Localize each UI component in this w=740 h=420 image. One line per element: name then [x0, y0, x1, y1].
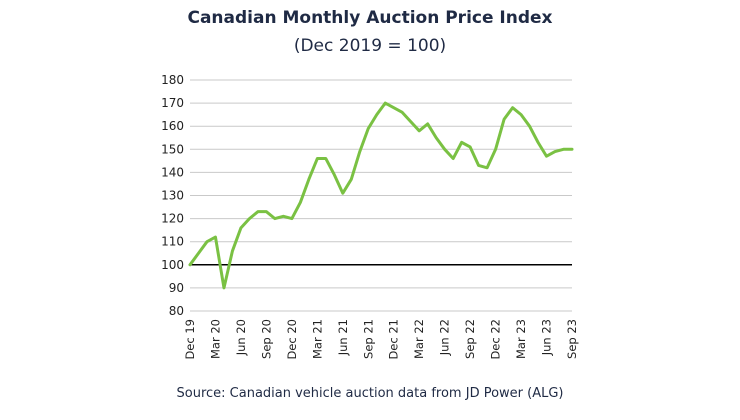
x-tick-label: Dec 19 — [183, 319, 197, 360]
chart-subtitle: (Dec 2019 = 100) — [293, 36, 447, 56]
y-tick-label: 150 — [161, 142, 184, 156]
y-tick-label: 80 — [169, 304, 184, 318]
x-tick-label: Jun 21 — [336, 319, 350, 356]
x-axis-ticks: Dec 19 Mar 20 Jun 20 Sep 20 Dec 20 Mar 21 Jun … — [183, 319, 579, 360]
series-layer — [188, 101, 574, 290]
chart-title: Canadian Monthly Auction Price Index — [187, 8, 553, 28]
x-tick-label: Jun 20 — [234, 319, 248, 356]
x-tick-label: Sep 21 — [361, 319, 375, 359]
y-axis-ticks: 80 90 100 110 120 130 140 150 160 170 180 — [161, 73, 184, 318]
x-tick-label: Sep 22 — [463, 319, 477, 359]
chart-source-note: Source: Canadian vehicle auction data fr… — [176, 386, 564, 401]
grid-lines — [190, 79, 572, 312]
y-tick-label: 100 — [161, 258, 184, 272]
x-tick-label: Jun 22 — [438, 319, 452, 356]
y-tick-label: 120 — [161, 212, 184, 226]
x-tick-label: Mar 21 — [310, 319, 324, 359]
x-tick-label: Dec 20 — [285, 319, 299, 360]
y-tick-label: 170 — [161, 96, 184, 110]
y-tick-label: 180 — [161, 73, 184, 87]
y-tick-label: 140 — [161, 165, 184, 179]
x-tick-label: Mar 23 — [514, 319, 528, 359]
y-tick-label: 90 — [169, 281, 184, 295]
x-tick-label: Mar 20 — [208, 319, 222, 359]
x-tick-label: Sep 23 — [565, 319, 579, 359]
series-line — [188, 101, 574, 290]
x-tick-label: Jun 23 — [540, 319, 554, 356]
y-tick-label: 110 — [161, 235, 184, 249]
y-tick-label: 130 — [161, 189, 184, 203]
y-tick-label: 160 — [161, 119, 184, 133]
x-tick-label: Sep 20 — [259, 319, 273, 359]
x-tick-label: Mar 22 — [412, 319, 426, 359]
x-tick-label: Dec 21 — [387, 319, 401, 360]
x-tick-label: Dec 22 — [489, 319, 503, 360]
